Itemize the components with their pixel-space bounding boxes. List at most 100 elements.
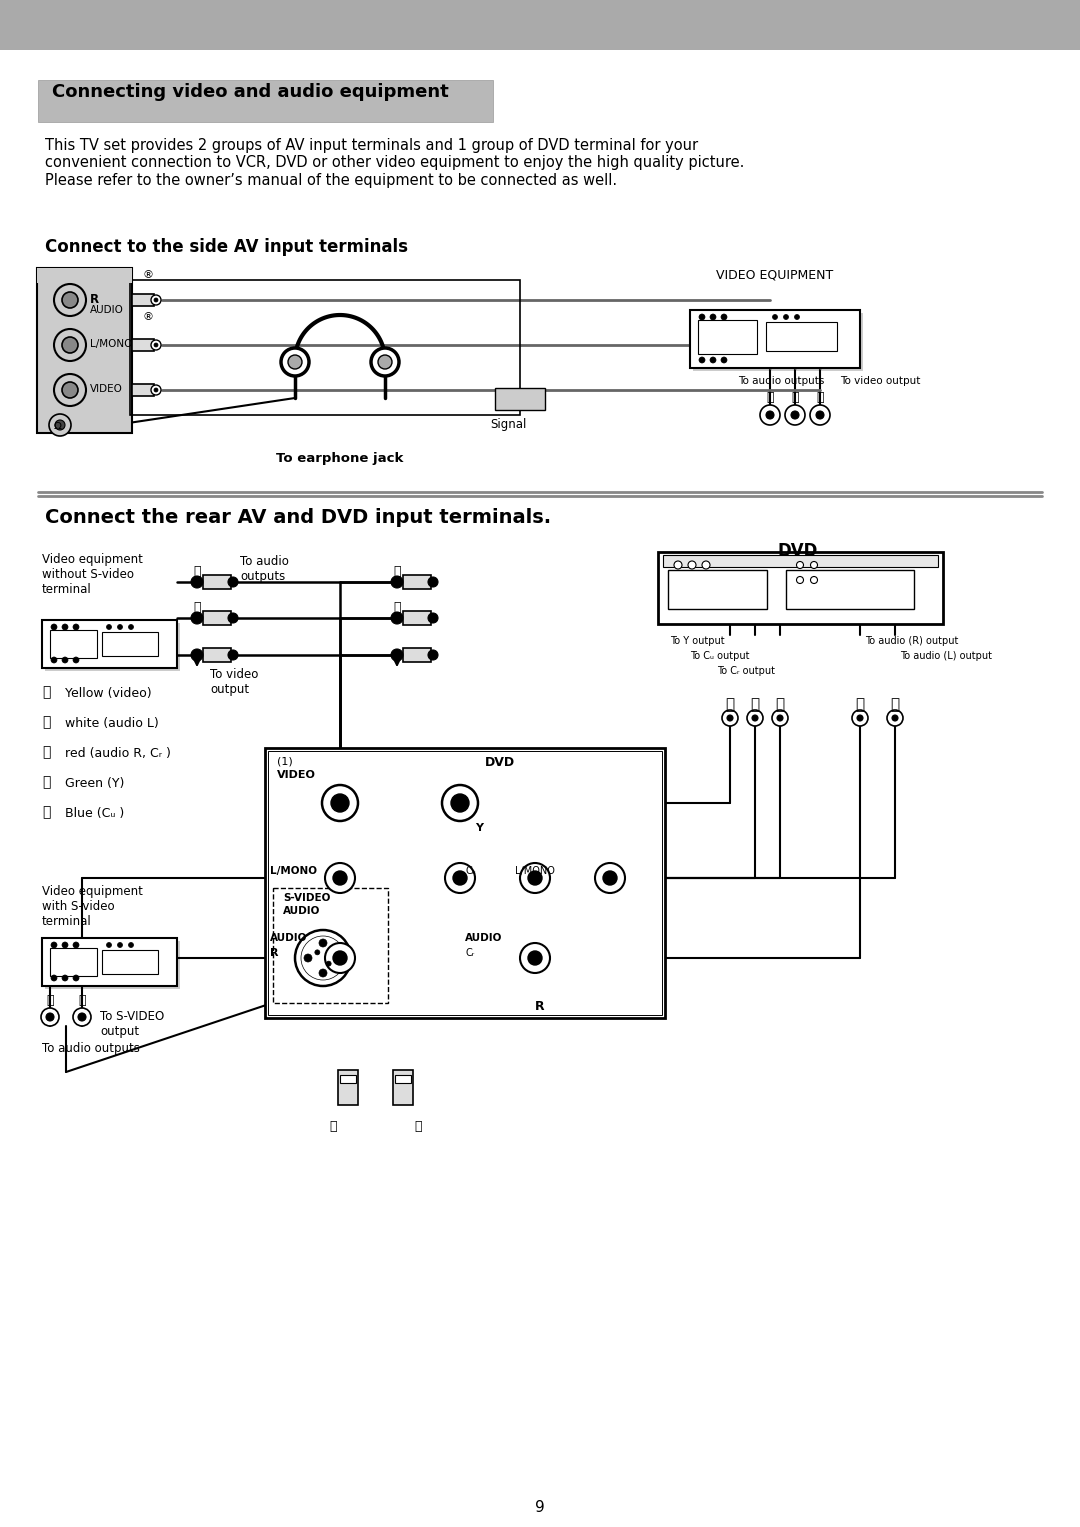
Text: Ⓨ: Ⓨ	[42, 686, 51, 699]
Text: AUDIO: AUDIO	[270, 933, 308, 944]
Circle shape	[428, 577, 438, 586]
Text: This TV set provides 2 groups of AV input terminals and 1 group of DVD terminal : This TV set provides 2 groups of AV inpu…	[45, 137, 744, 188]
Circle shape	[54, 374, 86, 406]
Text: DVD: DVD	[485, 756, 515, 770]
Circle shape	[191, 649, 203, 661]
Circle shape	[391, 649, 403, 661]
Circle shape	[528, 951, 542, 965]
Text: 9: 9	[535, 1500, 545, 1515]
Circle shape	[325, 863, 355, 893]
Circle shape	[603, 870, 617, 886]
Text: To Cᵤ output: To Cᵤ output	[690, 651, 750, 661]
Circle shape	[445, 863, 475, 893]
Circle shape	[816, 411, 824, 418]
Circle shape	[442, 785, 478, 822]
Bar	[693, 313, 863, 371]
Circle shape	[295, 930, 351, 986]
Circle shape	[858, 715, 863, 721]
Text: Y: Y	[475, 823, 483, 834]
Circle shape	[107, 942, 111, 947]
Text: Ⓡ: Ⓡ	[890, 696, 900, 712]
Circle shape	[319, 939, 327, 947]
Text: Cᵤ: Cᵤ	[465, 866, 476, 876]
Circle shape	[333, 870, 347, 886]
Bar	[102, 632, 158, 657]
Circle shape	[333, 951, 347, 965]
Text: Ⓑ: Ⓑ	[42, 805, 51, 818]
Text: Ⓖ: Ⓖ	[42, 776, 51, 789]
Text: ®: ®	[143, 312, 153, 322]
Circle shape	[322, 785, 357, 822]
Circle shape	[325, 944, 355, 973]
Circle shape	[777, 715, 783, 721]
Circle shape	[62, 292, 78, 308]
Text: Signal: Signal	[490, 418, 526, 431]
Circle shape	[118, 625, 122, 629]
Bar	[395, 1075, 411, 1083]
Circle shape	[191, 576, 203, 588]
Circle shape	[54, 284, 86, 316]
Bar	[273, 889, 388, 1003]
Text: Blue (Cᵤ ): Blue (Cᵤ )	[65, 806, 124, 820]
Circle shape	[519, 863, 550, 893]
Text: (1): (1)	[276, 756, 293, 767]
Text: Ⓡ: Ⓡ	[766, 391, 773, 405]
Text: white (audio L): white (audio L)	[65, 718, 159, 730]
Circle shape	[51, 942, 57, 948]
Circle shape	[752, 715, 758, 721]
Text: VIDEO: VIDEO	[276, 770, 315, 780]
Circle shape	[791, 411, 799, 418]
Text: Ⓦ: Ⓦ	[855, 696, 865, 712]
Circle shape	[151, 295, 161, 305]
Bar	[132, 339, 154, 351]
Text: To Y output: To Y output	[671, 637, 725, 646]
Circle shape	[228, 651, 238, 660]
Circle shape	[62, 657, 68, 663]
Circle shape	[702, 560, 710, 570]
Text: L/MONO: L/MONO	[90, 339, 133, 350]
Text: S-VIDEO: S-VIDEO	[283, 893, 330, 902]
Circle shape	[73, 657, 79, 663]
Circle shape	[772, 315, 778, 319]
Circle shape	[55, 420, 65, 431]
Circle shape	[852, 710, 868, 725]
Circle shape	[723, 710, 738, 725]
Circle shape	[62, 942, 68, 948]
Circle shape	[766, 411, 774, 418]
Circle shape	[151, 385, 161, 395]
Bar	[203, 647, 231, 663]
Circle shape	[528, 870, 542, 886]
Bar	[102, 950, 158, 974]
Circle shape	[334, 954, 342, 962]
Bar	[45, 941, 180, 989]
Circle shape	[378, 354, 392, 370]
Circle shape	[62, 625, 68, 631]
Bar	[268, 751, 662, 1015]
Bar	[42, 938, 177, 986]
Circle shape	[428, 612, 438, 623]
Bar	[403, 647, 431, 663]
Circle shape	[281, 348, 309, 376]
Text: To audio (L) output: To audio (L) output	[900, 651, 993, 661]
Text: To audio
outputs: To audio outputs	[240, 554, 288, 583]
Bar	[393, 1070, 413, 1106]
Circle shape	[747, 710, 762, 725]
Circle shape	[595, 863, 625, 893]
Circle shape	[191, 612, 203, 625]
Circle shape	[519, 944, 550, 973]
Text: To Cᵣ output: To Cᵣ output	[717, 666, 775, 676]
Text: L/MONO: L/MONO	[270, 866, 318, 876]
Text: Connecting video and audio equipment: Connecting video and audio equipment	[52, 82, 449, 101]
Bar	[658, 551, 943, 625]
Text: VIDEO: VIDEO	[90, 383, 123, 394]
Circle shape	[49, 414, 71, 437]
Circle shape	[760, 405, 780, 425]
Circle shape	[73, 1008, 91, 1026]
Circle shape	[151, 341, 161, 350]
Circle shape	[453, 870, 467, 886]
Text: R: R	[90, 293, 99, 305]
Text: Cᵣ: Cᵣ	[465, 948, 474, 957]
Text: Ω: Ω	[54, 421, 62, 431]
Bar	[403, 576, 431, 589]
Bar	[265, 748, 665, 1019]
